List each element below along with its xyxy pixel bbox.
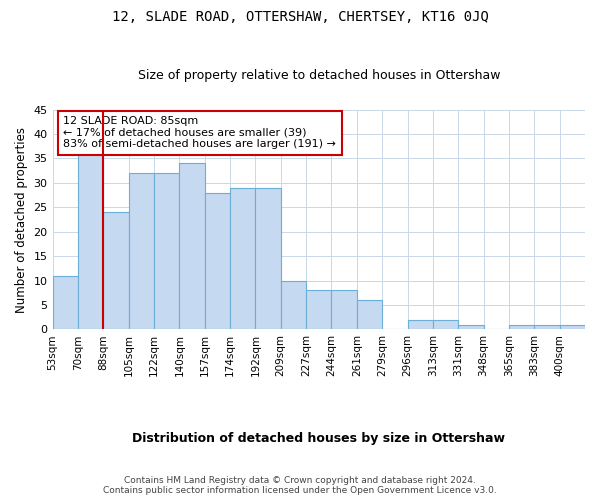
Bar xyxy=(256,188,281,330)
Text: Contains HM Land Registry data © Crown copyright and database right 2024.
Contai: Contains HM Land Registry data © Crown c… xyxy=(103,476,497,495)
Title: Size of property relative to detached houses in Ottershaw: Size of property relative to detached ho… xyxy=(137,69,500,82)
Bar xyxy=(128,173,154,330)
X-axis label: Distribution of detached houses by size in Ottershaw: Distribution of detached houses by size … xyxy=(132,432,505,445)
Bar xyxy=(509,324,534,330)
Bar xyxy=(230,188,256,330)
Bar xyxy=(560,324,585,330)
Bar xyxy=(407,320,433,330)
Bar xyxy=(534,324,560,330)
Bar xyxy=(53,276,78,330)
Bar xyxy=(205,192,230,330)
Bar xyxy=(179,164,205,330)
Bar xyxy=(331,290,357,330)
Bar xyxy=(458,324,484,330)
Bar xyxy=(433,320,458,330)
Y-axis label: Number of detached properties: Number of detached properties xyxy=(15,126,28,312)
Bar xyxy=(78,148,103,330)
Bar xyxy=(154,173,179,330)
Text: 12 SLADE ROAD: 85sqm
← 17% of detached houses are smaller (39)
83% of semi-detac: 12 SLADE ROAD: 85sqm ← 17% of detached h… xyxy=(63,116,336,150)
Text: 12, SLADE ROAD, OTTERSHAW, CHERTSEY, KT16 0JQ: 12, SLADE ROAD, OTTERSHAW, CHERTSEY, KT1… xyxy=(112,10,488,24)
Bar xyxy=(357,300,382,330)
Bar xyxy=(306,290,331,330)
Bar xyxy=(281,280,306,330)
Bar xyxy=(103,212,128,330)
